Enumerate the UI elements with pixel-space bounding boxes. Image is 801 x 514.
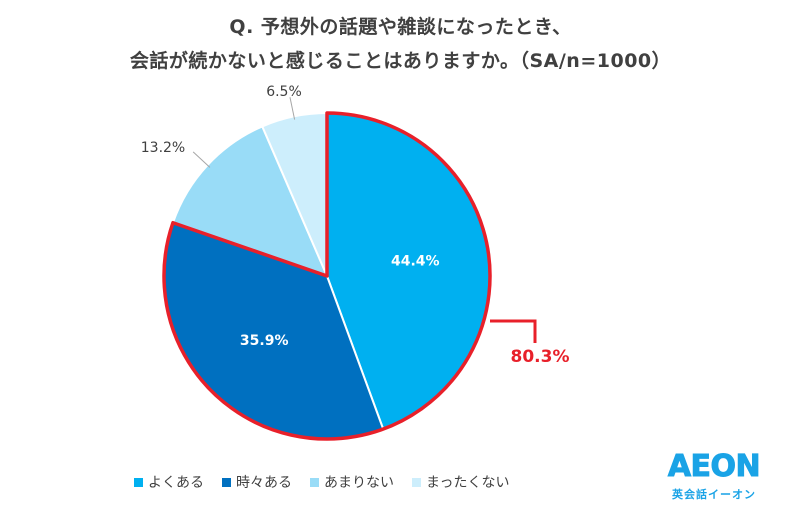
- chart-title-line1: Q. 予想外の話題や雑談になったとき、: [229, 16, 572, 38]
- data-label-3: 6.5%: [266, 84, 302, 100]
- legend-label: 時々ある: [236, 475, 292, 491]
- legend-item-amari: あまりない: [310, 472, 394, 492]
- callout-label: 80.3%: [511, 347, 570, 367]
- aeon-logo: AEON 英会話イーオン: [662, 449, 766, 504]
- legend-label: よくある: [148, 475, 204, 491]
- legend-swatch: [412, 477, 421, 487]
- legend-swatch: [310, 477, 319, 487]
- callout-connector: [490, 319, 537, 343]
- leader-line-3: [289, 97, 296, 120]
- legend-item-mattaku: まったくない: [412, 472, 509, 492]
- legend-label: あまりない: [324, 475, 394, 491]
- legend: よくある 時々ある あまりない まったくない: [134, 472, 509, 492]
- data-label-0: 44.4%: [391, 253, 440, 269]
- legend-swatch: [134, 477, 143, 487]
- legend-item-tokidoki: 時々ある: [222, 472, 292, 492]
- leader-line-2: [192, 151, 211, 168]
- legend-label: まったくない: [426, 475, 510, 491]
- pie-chart: 80.3% 44.4% 35.9% 13.2% 6.5%: [141, 84, 570, 441]
- logo-wordmark: AEON: [667, 449, 761, 484]
- data-label-1: 35.9%: [240, 333, 289, 349]
- chart-title-line2: 会話が続かないと感じることはありますか。（SA/n=1000）: [129, 50, 672, 72]
- callout-outline: [162, 111, 492, 441]
- legend-item-yoku: よくある: [134, 472, 204, 492]
- logo-subtitle: 英会話イーオン: [672, 488, 756, 501]
- data-label-2: 13.2%: [141, 140, 185, 156]
- legend-swatch: [222, 477, 231, 487]
